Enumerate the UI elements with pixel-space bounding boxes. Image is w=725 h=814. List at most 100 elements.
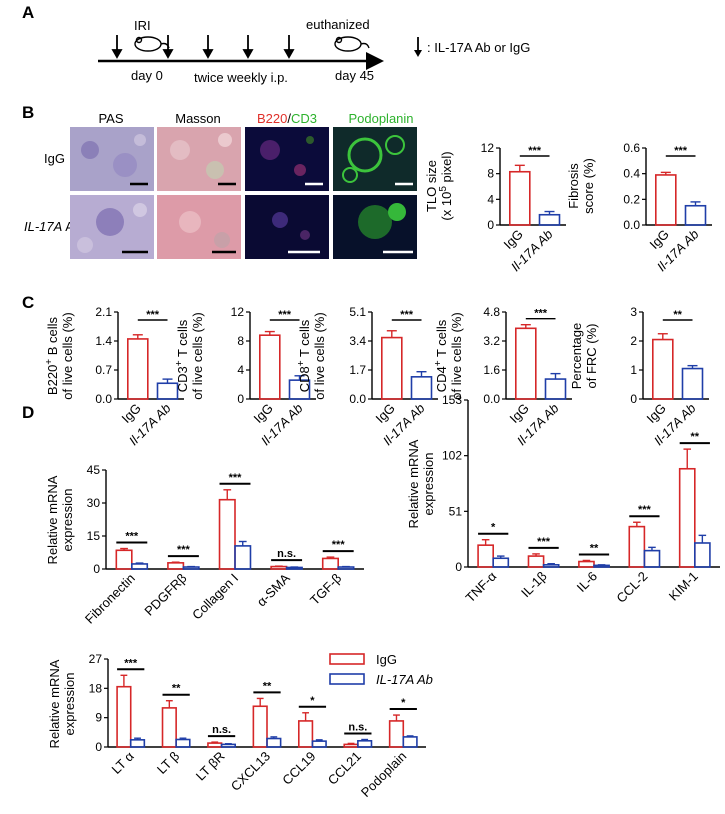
y-tick-label: 0.4 (623, 167, 640, 181)
y-tick-label: 0 (93, 562, 100, 576)
day45-label: day 45 (335, 68, 374, 83)
y-axis-label-sup: + (296, 360, 307, 366)
significance-label: n.s. (277, 548, 296, 560)
bar (297, 720, 314, 748)
y-axis-label-sup: 5 (438, 186, 449, 192)
y-tick-label: 8 (237, 334, 244, 348)
bar (207, 742, 223, 748)
bar (115, 549, 133, 570)
y-axis-label: of live cells (%) (190, 312, 205, 399)
bar (234, 545, 252, 570)
bar (220, 743, 236, 748)
bar (593, 564, 610, 568)
micrograph-masson-ab (157, 195, 241, 259)
y-axis-label-part: expression (62, 673, 77, 736)
bar (252, 705, 268, 748)
y-axis-label-part: (x 10 (439, 192, 454, 221)
y-tick-label: 4 (487, 192, 494, 206)
y-axis-label: of FRC (%) (584, 324, 599, 389)
panel-c-letter: C (22, 293, 34, 312)
legend-swatch-ab (329, 673, 365, 685)
significance-label: ** (172, 683, 181, 695)
y-axis-label-part: Relative mRNA (406, 439, 421, 528)
y-tick-label: 0 (237, 392, 244, 406)
x-tick-label: Fibronectin (82, 571, 138, 627)
y-axis-label-part: of live cells (%) (190, 312, 205, 399)
y-axis-label: Fibrosis (566, 163, 581, 209)
bar (578, 560, 595, 568)
y-tick-label: 12 (481, 141, 495, 155)
x-tick-label: CXCL13 (228, 749, 273, 794)
y-tick-label: 5.1 (349, 305, 366, 319)
y-axis-label-part: of FRC (%) (584, 324, 599, 389)
y-axis-label: CD3+ T cells (174, 319, 191, 392)
y-tick-label: 1 (630, 363, 637, 377)
panel-d: D 0153045***Fibronectin***PDGFRβ***Colla… (22, 393, 720, 800)
significance-label: * (401, 697, 406, 709)
micrograph-b220-cd3-ab (245, 195, 329, 259)
iri-label: IRI (134, 18, 151, 33)
y-tick-label: 12 (231, 305, 245, 319)
y-axis-label: of live cells (%) (60, 312, 75, 399)
x-tick-label: LT βR (193, 749, 228, 784)
micrograph-podoplanin-igg (333, 127, 417, 191)
x-tick-label: IL-1β (518, 569, 550, 601)
y-axis-label-part: CD8 (297, 366, 312, 392)
bar (508, 170, 531, 226)
y-axis-label: score (%) (581, 158, 596, 214)
x-tick-label: CCL19 (279, 749, 318, 788)
micrograph-b220-cd3-igg (245, 127, 329, 191)
y-tick-label: 0 (95, 740, 102, 754)
significance-label: * (491, 522, 496, 534)
y-tick-label: 51 (449, 504, 463, 518)
y-axis-label-part: CD4 (434, 366, 449, 392)
bar (681, 367, 704, 400)
bar (684, 204, 707, 226)
y-tick-label: 4.8 (483, 305, 500, 319)
col-b220-cd3: B220/CD3 (257, 111, 317, 126)
significance-label: n.s. (212, 724, 231, 736)
bar (127, 338, 149, 400)
y-tick-label: 0.2 (623, 192, 640, 206)
legend-label-ab: IL-17A Ab (376, 672, 433, 687)
bar (477, 544, 494, 568)
x-tick-label: CCL-2 (613, 569, 650, 606)
bar (678, 467, 696, 568)
y-axis-label-part: pixel) (439, 151, 454, 186)
significance-label: ** (590, 542, 599, 554)
y-tick-label: 30 (87, 496, 101, 510)
legend-label: : IL-17A Ab or IgG (427, 40, 530, 55)
col-slash: / (287, 111, 291, 126)
y-axis-label-part: TLO size (424, 160, 439, 212)
bar (527, 555, 545, 568)
x-tick-label: IL-6 (574, 569, 600, 595)
bar (388, 720, 405, 748)
y-tick-label: 1.4 (95, 334, 112, 348)
y-tick-label: 45 (87, 463, 101, 477)
y-axis-label-sup: + (44, 359, 55, 365)
significance-label: *** (400, 309, 414, 321)
x-tick-label: CCL21 (325, 749, 364, 788)
bar (343, 743, 359, 748)
legend-arrow-head (414, 50, 422, 57)
y-axis-label-part: Fibrosis (566, 163, 581, 209)
bar (380, 336, 403, 400)
col-podoplanin: Podoplanin (348, 111, 413, 126)
x-tick-label: α-SMA (254, 570, 293, 609)
y-axis-label: expression (62, 673, 77, 736)
micrograph-podoplanin-ab (333, 195, 417, 259)
y-tick-label: 102 (442, 449, 462, 463)
y-axis-label: Percentage (569, 323, 584, 390)
bar (258, 334, 281, 400)
y-tick-label: 27 (89, 652, 103, 666)
col-masson: Masson (175, 111, 221, 126)
y-axis-label: of live cells (%) (449, 312, 464, 399)
schedule-label: twice weekly i.p. (194, 70, 288, 85)
significance-label: *** (177, 544, 191, 556)
y-tick-label: 2 (630, 334, 637, 348)
euthanized-label: euthanized (306, 17, 370, 32)
